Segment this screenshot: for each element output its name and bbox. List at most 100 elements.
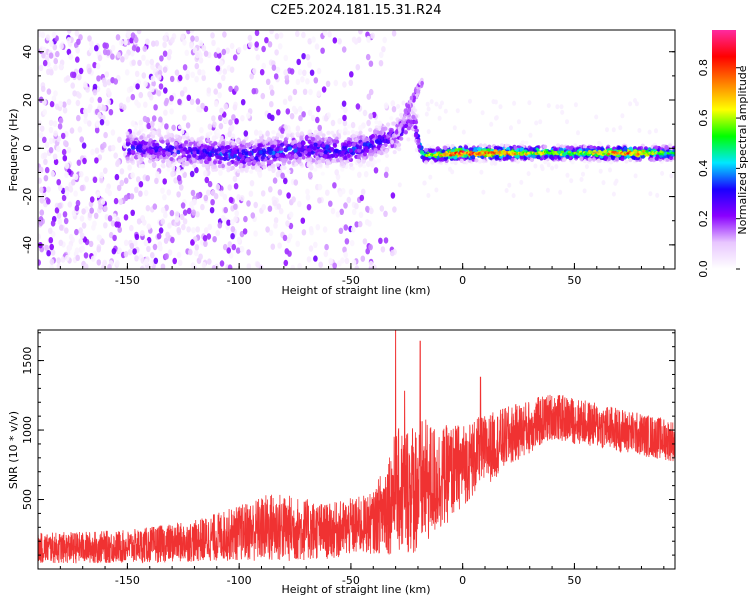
- spectrogram-cell: [223, 117, 229, 124]
- spectrogram-cell: [386, 139, 391, 144]
- spectrogram-cell: [195, 192, 201, 199]
- spectrogram-cell: [141, 54, 146, 61]
- spectrogram-cell: [312, 146, 317, 151]
- snr-x-tick-label: -100: [227, 574, 252, 587]
- spectrogram-cell: [420, 80, 424, 86]
- spectrogram-cell: [250, 140, 255, 145]
- spectrogram-cell: [143, 141, 148, 146]
- spectrogram-cell: [276, 109, 281, 116]
- spectrogram-cell: [106, 79, 112, 86]
- spectrogram-cell: [359, 162, 364, 167]
- spectrogram-cell: [193, 249, 199, 257]
- spectrogram-cell: [204, 176, 210, 184]
- spectrogram-cell: [293, 179, 299, 186]
- spectrogram-cell: [468, 98, 472, 104]
- spectrogram-cell: [366, 93, 372, 100]
- spectrogram-cell: [582, 144, 588, 149]
- spectrogram-cell: [131, 146, 136, 151]
- spectrogram-cell: [272, 157, 277, 162]
- spectrogram-cell: [82, 157, 87, 165]
- spectrogram-cell: [185, 122, 191, 129]
- spectrogram-cell: [223, 206, 228, 214]
- spectrogram-cell: [212, 160, 217, 165]
- spectrogram-cell: [370, 32, 375, 39]
- spectrogram-cell: [323, 250, 329, 258]
- colorbar-tick-label: 0.8: [697, 59, 710, 77]
- spectrogram-cell: [658, 152, 662, 156]
- spectrogram-cell: [103, 131, 108, 139]
- spectrogram-cell: [198, 140, 204, 145]
- spectrogram-cell: [253, 129, 259, 136]
- spectrogram-cell: [519, 155, 524, 160]
- spectrogram-cell: [229, 42, 235, 50]
- spectrogram-cell: [383, 237, 389, 244]
- spectrogram-cell: [286, 236, 291, 244]
- spectrogram-cell: [252, 159, 257, 165]
- spectrogram-cell: [112, 234, 117, 242]
- spectrogram-cell: [39, 125, 45, 132]
- spectrogram-cell: [275, 66, 281, 74]
- spectrogram-cell: [127, 164, 132, 171]
- spectrogram-cell: [81, 222, 87, 229]
- spectrogram-cell: [493, 99, 498, 105]
- spectrogram-cell: [368, 244, 373, 251]
- spectrogram-cell: [74, 247, 80, 254]
- spectrogram-cell: [617, 145, 622, 150]
- spectrogram-cell: [217, 82, 222, 89]
- spectrogram-cell: [200, 203, 205, 211]
- spectrogram-cell: [186, 226, 191, 233]
- spectrogram-cell: [468, 147, 473, 152]
- spectrogram-cell: [262, 165, 267, 170]
- spectrogram-cell: [529, 157, 535, 162]
- spectrogram-cell: [242, 228, 248, 235]
- spectrogram-cell: [301, 31, 306, 39]
- spectrogram-cell: [133, 128, 138, 133]
- spectrogram-cell: [130, 120, 136, 127]
- snr-y-tick-label: 1000: [21, 416, 34, 444]
- spectrogram-cell: [555, 104, 560, 110]
- spectrogram-cell: [168, 146, 173, 151]
- spectrogram-cell: [498, 104, 503, 110]
- spectrogram-cell: [384, 148, 389, 153]
- spectrogram-cell: [71, 210, 77, 217]
- spectrogram-cell: [143, 189, 149, 197]
- spectrogram-cell: [143, 101, 148, 108]
- spectrogram-cell: [235, 247, 241, 254]
- spectrogram-cell: [543, 144, 548, 149]
- spectrogram-cell: [79, 136, 84, 143]
- spectrogram-cell: [362, 109, 368, 117]
- spectrogram-cell: [296, 58, 302, 66]
- spectrogram-cell: [528, 132, 533, 138]
- spectrogram-cell: [252, 67, 257, 75]
- spectrogram-cell: [125, 138, 130, 143]
- spectrogram-cell: [228, 252, 234, 259]
- spectrogram-cell: [142, 150, 147, 155]
- spectrogram-cell: [275, 147, 280, 152]
- spectrogram-cell: [64, 254, 70, 262]
- spectrogram-cell: [80, 245, 85, 252]
- spectrogram-cell: [203, 144, 208, 149]
- spectrogram-cell: [158, 227, 164, 234]
- spectrogram-cell: [487, 144, 492, 149]
- spectrogram-cell: [260, 92, 266, 100]
- spectrogram-cell: [654, 145, 659, 150]
- spectrogram-cell: [142, 219, 147, 226]
- spectrogram-cell: [196, 150, 201, 155]
- spectrogram-cell: [249, 73, 254, 80]
- spectrogram-cell: [229, 124, 235, 132]
- spectrogram-cell: [57, 202, 62, 209]
- spectrogram-cell: [181, 143, 187, 148]
- spectrogram-cell: [316, 67, 322, 75]
- spectrogram-cell: [174, 216, 180, 223]
- spectrogram-cell: [133, 141, 138, 146]
- spectrogram-cell: [121, 104, 127, 111]
- spectrogram-cell: [520, 153, 524, 156]
- spectrogram-cell: [272, 177, 278, 184]
- spectrogram-cell: [213, 100, 219, 108]
- spectrogram-cell: [339, 161, 344, 166]
- spectrogram-cell: [267, 147, 272, 152]
- spectrogram-cell: [203, 105, 209, 113]
- spectrogram-cell: [269, 30, 274, 35]
- spectrogram-cell: [87, 35, 92, 42]
